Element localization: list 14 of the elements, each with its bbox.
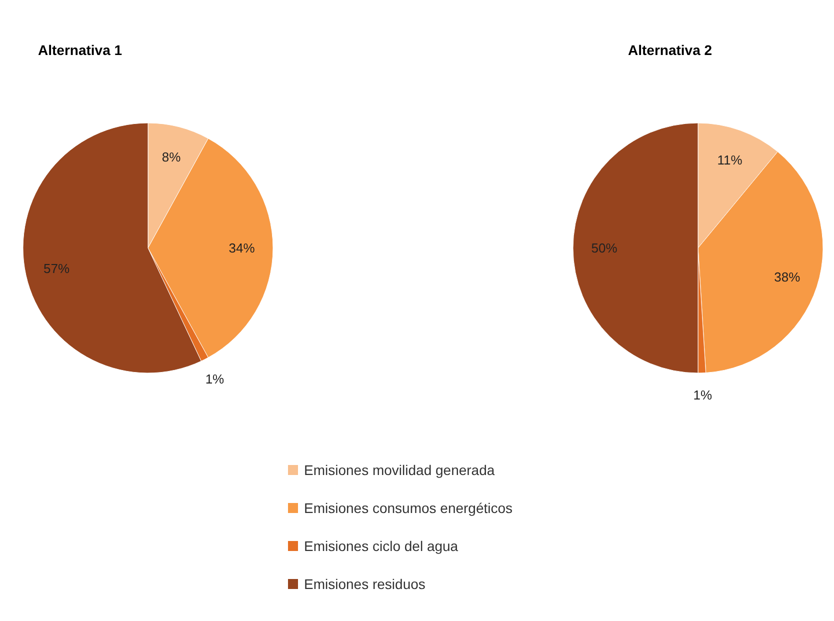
data-label: 57%	[43, 261, 70, 276]
chart-title: Alternativa 1	[38, 42, 122, 58]
data-label: 1%	[205, 372, 225, 387]
data-label: 38%	[774, 270, 801, 285]
data-label: 11%	[717, 152, 743, 168]
legend-label: Emisiones movilidad generada	[304, 462, 495, 478]
legend-label: Emisiones ciclo del agua	[304, 538, 458, 554]
legend-label: Emisiones residuos	[304, 576, 426, 592]
data-label: 34%	[228, 240, 256, 256]
data-label: 8%	[162, 150, 182, 165]
data-label: 1%	[693, 387, 712, 402]
legend-label: Emisiones consumos energéticos	[304, 500, 513, 516]
data-label: 50%	[591, 240, 618, 256]
chart-title: Alternativa 2	[628, 42, 712, 58]
